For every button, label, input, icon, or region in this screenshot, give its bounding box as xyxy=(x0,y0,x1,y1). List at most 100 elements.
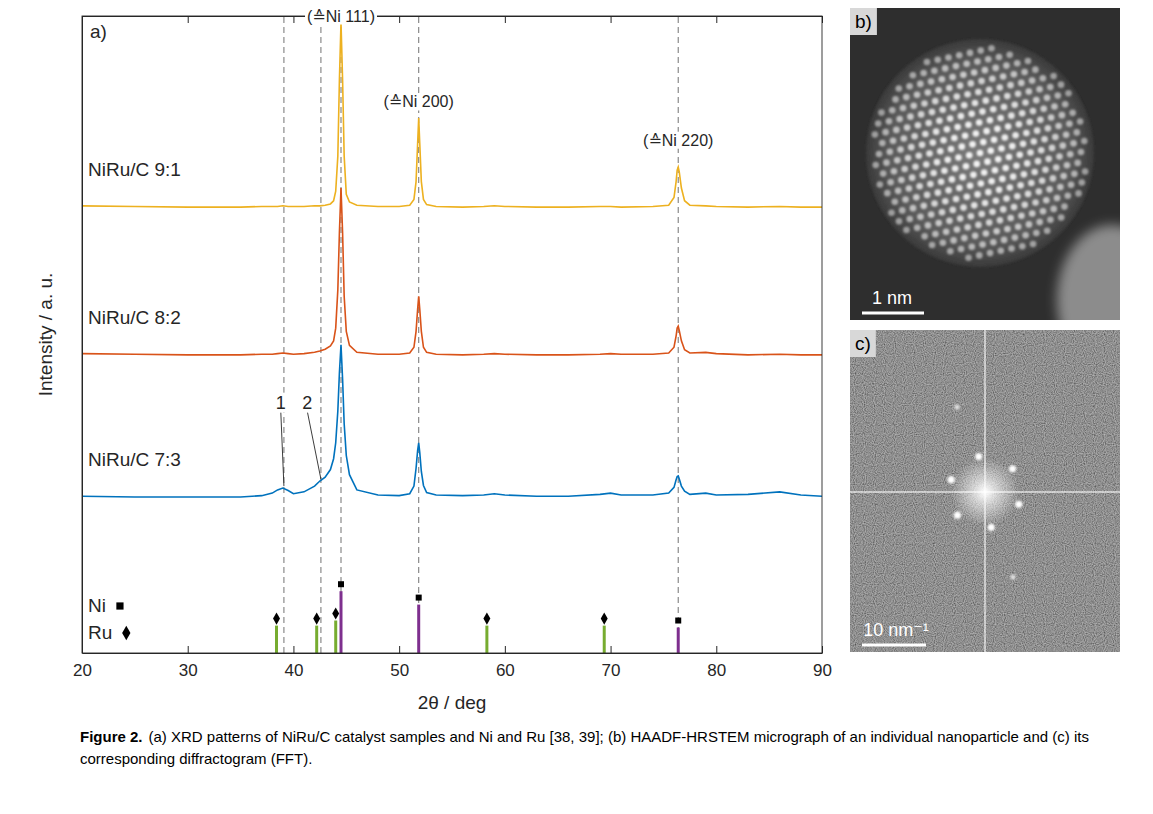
fft-center xyxy=(951,458,1019,526)
atom-column xyxy=(908,144,915,151)
x-tick-mark xyxy=(716,646,717,653)
atom-column xyxy=(917,213,924,220)
atom-column xyxy=(1008,245,1015,252)
atom-column xyxy=(972,100,979,107)
atom-column xyxy=(1070,140,1077,147)
atom-column xyxy=(1020,141,1027,148)
leader-line xyxy=(307,411,321,479)
series-label: NiRu/C 8:2 xyxy=(88,307,181,328)
series-label: NiRu/C 9:1 xyxy=(88,159,181,180)
y-axis xyxy=(82,17,83,654)
atom-column xyxy=(974,58,981,65)
atom-column xyxy=(989,208,996,215)
x-tick-mark xyxy=(611,646,612,653)
annotation: 1 xyxy=(274,393,288,486)
atom-column xyxy=(934,56,941,63)
atom-column xyxy=(887,179,894,186)
atom-column xyxy=(977,47,984,54)
x-tick-label: 50 xyxy=(390,661,409,680)
atom-column xyxy=(1029,77,1036,84)
atom-column xyxy=(1033,97,1040,104)
atom-column xyxy=(924,59,931,66)
atom-column xyxy=(943,96,950,103)
plot-area xyxy=(82,16,822,653)
atom-column xyxy=(896,218,903,225)
stem-marker xyxy=(675,618,681,624)
x-axis-top xyxy=(83,16,823,23)
atom-column xyxy=(914,224,921,231)
atom-column xyxy=(1000,73,1007,80)
atom-column xyxy=(1050,175,1057,182)
atom-column xyxy=(1014,193,1021,200)
atom-column xyxy=(949,176,956,183)
atom-column xyxy=(971,202,978,209)
atom-column xyxy=(958,246,965,253)
atom-column xyxy=(946,85,953,92)
atom-column xyxy=(922,131,929,138)
atom-column xyxy=(979,241,986,248)
stem xyxy=(485,626,488,653)
atom-column xyxy=(953,93,960,100)
atom-column xyxy=(951,135,958,142)
stem xyxy=(677,628,680,653)
atom-column xyxy=(1030,108,1037,115)
atom-column xyxy=(1082,168,1089,175)
annotations: (≙Ni 111)(≙Ni 200)(≙Ni 220)12 xyxy=(274,8,716,487)
atom-column xyxy=(925,120,932,127)
atom-column xyxy=(987,250,994,257)
scale-bar xyxy=(862,644,926,647)
atom-column xyxy=(938,178,945,185)
x-tick: 50 xyxy=(390,646,409,680)
atom-column xyxy=(924,89,931,96)
atom-column xyxy=(1017,182,1024,189)
atom-column xyxy=(952,165,959,172)
atom-column xyxy=(1016,121,1023,128)
atom-column xyxy=(944,126,951,133)
atom-column xyxy=(1067,151,1074,158)
atom-column xyxy=(882,129,889,136)
atom-column xyxy=(939,76,946,83)
atom-column xyxy=(899,207,906,214)
atom-column xyxy=(974,191,981,198)
atom-column xyxy=(1016,151,1023,158)
atom-column xyxy=(998,145,1005,152)
atom-column xyxy=(1060,173,1067,180)
atom-column xyxy=(967,182,974,189)
atom-column xyxy=(984,158,991,165)
atom-column xyxy=(1043,197,1050,204)
atom-column xyxy=(910,72,917,79)
reference-line xyxy=(418,16,419,653)
annotation-text: (≙Ni 200) xyxy=(384,93,454,110)
atom-column xyxy=(1036,86,1043,93)
legend-label: Ni xyxy=(88,595,106,616)
atom-column xyxy=(935,220,942,227)
reference-line xyxy=(320,16,321,653)
x-tick-top xyxy=(822,16,823,23)
atom-column xyxy=(1047,84,1054,91)
plot-frame xyxy=(82,16,822,653)
stem-marker xyxy=(601,613,608,625)
atom-column xyxy=(1041,136,1048,143)
atom-column xyxy=(1000,206,1007,213)
atom-column xyxy=(985,56,992,63)
neighbour-particle xyxy=(1057,225,1120,320)
atom-columns xyxy=(872,45,1089,261)
legend-marker xyxy=(116,602,123,609)
scale-bar xyxy=(862,312,924,315)
annotation-text: (≙Ni 220) xyxy=(643,132,713,149)
atom-column xyxy=(1022,99,1029,106)
atom-column xyxy=(1019,110,1026,117)
atom-column xyxy=(965,254,972,261)
atom-column xyxy=(886,118,893,125)
caption-label: Figure 2. xyxy=(80,728,143,745)
atom-column xyxy=(1026,119,1033,126)
atom-column xyxy=(1077,118,1084,125)
atom-column xyxy=(949,207,956,214)
atom-column xyxy=(1013,162,1020,169)
x-tick-mark xyxy=(505,646,506,653)
stem-marker xyxy=(332,607,339,619)
atom-column xyxy=(872,131,879,138)
atom-column xyxy=(947,248,954,255)
atom-column xyxy=(1071,171,1078,178)
atom-column xyxy=(979,108,986,115)
